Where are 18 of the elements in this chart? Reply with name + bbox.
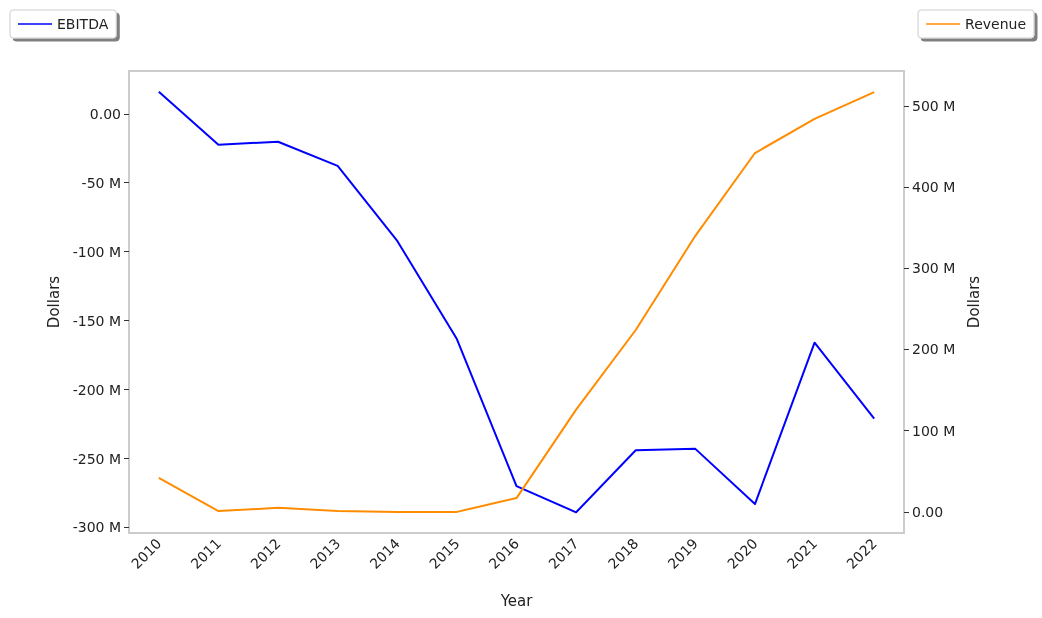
y-tick-label: -50 M (81, 174, 121, 191)
y2-tick-label: 500 M (912, 97, 956, 114)
x-axis-title: Year (499, 591, 534, 610)
legend-label: Revenue (965, 16, 1027, 32)
y-tick-label: -100 M (72, 243, 121, 260)
y2-tick-label: 200 M (912, 341, 956, 358)
y-axis-title: Dollars (45, 275, 64, 329)
y-tick-label: -250 M (72, 450, 121, 467)
y2-tick-label: 0.00 (912, 503, 944, 520)
y2-tick-label: 400 M (912, 179, 956, 196)
y-tick-label: 0.00 (89, 105, 121, 122)
y-tick-label: -200 M (72, 381, 121, 398)
y2-tick-label: 100 M (912, 422, 956, 439)
y-tick-label: -150 M (72, 312, 121, 329)
y2-axis-title: Dollars (964, 275, 983, 329)
y2-tick-label: 300 M (912, 260, 956, 277)
legend-label: EBITDA (57, 16, 109, 32)
y-tick-label: -300 M (72, 519, 121, 536)
